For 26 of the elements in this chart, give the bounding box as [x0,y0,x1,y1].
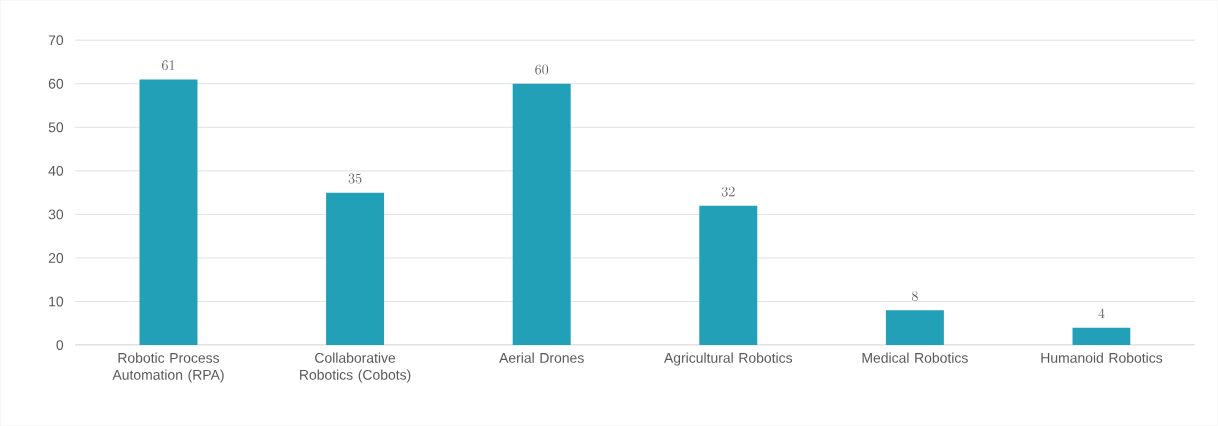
data-label: 32 [721,186,735,197]
bar [885,310,944,345]
data-label: 8 [911,291,918,301]
x-tick-label: Humanoid Robotics [1041,352,1163,363]
bar [139,79,198,345]
y-tick-label: 70 [48,35,64,45]
bar [326,192,385,345]
bar [512,83,571,345]
data-label: 60 [535,64,549,75]
x-tick-label: Medical Robotics [862,352,968,363]
y-tick-label: 50 [48,122,64,133]
x-tick-label: Robotic Process Automation (RPA) [112,352,224,383]
x-tick-label: Agricultural Robotics [664,352,793,366]
y-tick-label: 30 [48,209,64,220]
y-tick-label: 20 [48,252,64,263]
bar [1072,327,1131,345]
data-label: 4 [1098,308,1105,319]
x-tick-label: Collaborative Robotics (Cobots) [300,352,411,383]
x-tick-label: Aerial Drones [499,352,584,363]
data-label: 35 [348,173,362,184]
y-tick-label: 40 [48,165,64,176]
bar [699,205,758,345]
data-label: 61 [162,60,175,71]
y-tick-label: 0 [56,340,64,350]
y-tick-label: 10 [49,296,64,307]
y-tick-label: 60 [48,78,64,89]
